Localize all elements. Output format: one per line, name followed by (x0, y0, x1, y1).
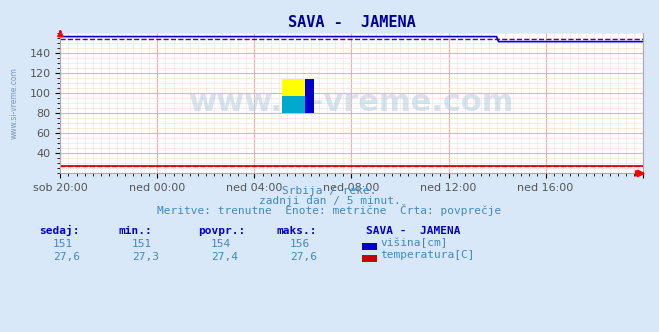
FancyBboxPatch shape (281, 79, 305, 96)
Text: SAVA -  JAMENA: SAVA - JAMENA (366, 226, 460, 236)
Text: zadnji dan / 5 minut.: zadnji dan / 5 minut. (258, 196, 401, 206)
Text: temperatura[C]: temperatura[C] (380, 250, 474, 260)
Text: 154: 154 (211, 239, 231, 249)
Text: min.:: min.: (119, 226, 152, 236)
Text: 27,3: 27,3 (132, 252, 159, 262)
Text: maks.:: maks.: (277, 226, 317, 236)
FancyBboxPatch shape (281, 96, 305, 113)
Text: Meritve: trenutne  Enote: metrične  Črta: povprečje: Meritve: trenutne Enote: metrične Črta: … (158, 204, 501, 216)
Title: SAVA -  JAMENA: SAVA - JAMENA (287, 15, 415, 30)
Text: 156: 156 (290, 239, 310, 249)
FancyBboxPatch shape (305, 79, 314, 113)
Text: sedaj:: sedaj: (40, 225, 80, 236)
Text: višina[cm]: višina[cm] (380, 238, 447, 248)
Text: 27,6: 27,6 (290, 252, 317, 262)
Text: www.si-vreme.com: www.si-vreme.com (188, 88, 514, 118)
Text: 27,4: 27,4 (211, 252, 238, 262)
Text: 151: 151 (132, 239, 152, 249)
Text: Srbija / reke.: Srbija / reke. (282, 186, 377, 196)
Text: www.si-vreme.com: www.si-vreme.com (9, 67, 18, 139)
Text: povpr.:: povpr.: (198, 226, 245, 236)
Text: 151: 151 (53, 239, 73, 249)
Text: 27,6: 27,6 (53, 252, 80, 262)
